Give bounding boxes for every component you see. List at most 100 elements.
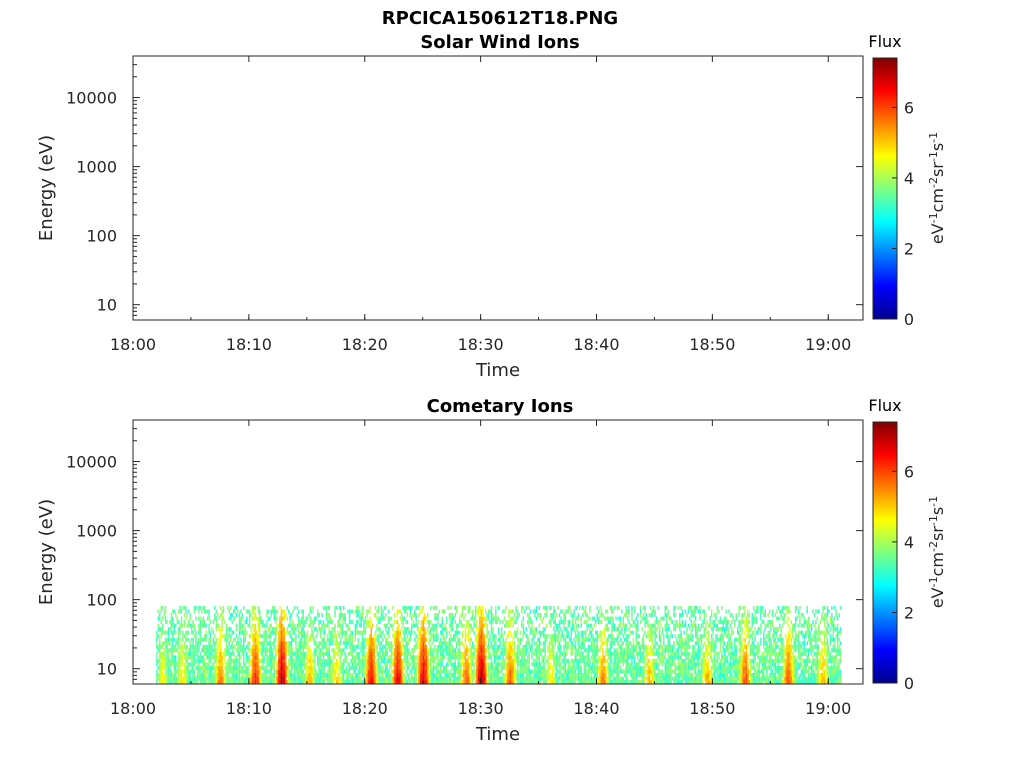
- flux-cell: [442, 651, 445, 656]
- flux-cell: [563, 648, 565, 653]
- flux-cell: [267, 609, 270, 614]
- flux-cell: [486, 665, 488, 670]
- flux-cell: [610, 623, 613, 628]
- flux-cell: [344, 637, 346, 642]
- flux-cell: [177, 609, 180, 614]
- flux-cell: [400, 620, 403, 625]
- flux-cell: [183, 655, 186, 660]
- flux-cell: [612, 634, 614, 639]
- flux-cell: [548, 673, 551, 678]
- flux-cell: [303, 620, 306, 625]
- flux-cell: [201, 676, 203, 681]
- flux-cell: [579, 673, 581, 678]
- flux-cell: [570, 669, 572, 674]
- flux-cell: [412, 658, 414, 663]
- flux-cell: [261, 662, 264, 667]
- flux-cell: [253, 676, 255, 681]
- flux-cell: [493, 658, 496, 663]
- flux-cell: [440, 641, 442, 646]
- flux-cell: [351, 673, 354, 678]
- flux-cell: [400, 676, 403, 681]
- flux-cell: [506, 665, 509, 670]
- flux-cell: [592, 627, 594, 632]
- flux-cell: [432, 669, 435, 674]
- flux-cell: [214, 641, 216, 646]
- flux-cell: [175, 648, 177, 653]
- flux-cell: [302, 609, 304, 614]
- flux-cell: [490, 616, 493, 621]
- flux-cell: [451, 665, 454, 670]
- flux-cell: [370, 634, 372, 639]
- flux-cell: [280, 613, 283, 618]
- flux-cell: [615, 627, 617, 632]
- flux-cell: [511, 648, 513, 653]
- flux-cell: [199, 680, 202, 684]
- flux-cell: [219, 644, 222, 649]
- flux-cell: [461, 630, 464, 635]
- flux-cell: [301, 676, 303, 681]
- flux-cell: [358, 665, 361, 670]
- flux-cell: [170, 651, 173, 656]
- flux-cell: [292, 620, 294, 625]
- flux-cell: [315, 616, 317, 621]
- flux-cell: [458, 648, 461, 653]
- flux-cell: [253, 662, 255, 667]
- flux-cell: [589, 616, 591, 621]
- flux-cell: [261, 620, 264, 625]
- flux-cell: [405, 630, 407, 635]
- flux-cell: [580, 665, 583, 670]
- flux-cell: [422, 651, 425, 656]
- flux-cell: [253, 658, 255, 663]
- flux-cell: [568, 605, 571, 610]
- flux-cell: [315, 641, 317, 646]
- flux-cell: [453, 676, 455, 681]
- flux-cell: [437, 651, 439, 656]
- flux-cell: [221, 658, 223, 663]
- flux-cell: [400, 662, 403, 667]
- flux-cell: [208, 609, 210, 614]
- flux-cell: [193, 648, 196, 653]
- flux-cell: [529, 676, 532, 681]
- flux-cell: [412, 648, 414, 653]
- flux-cell: [302, 616, 304, 621]
- flux-cell: [632, 620, 635, 625]
- flux-cell: [526, 673, 529, 678]
- flux-cell: [199, 620, 202, 625]
- flux-cell: [324, 662, 326, 667]
- flux-cell: [358, 651, 361, 656]
- flux-cell: [221, 620, 223, 625]
- flux-cell: [232, 658, 235, 663]
- flux-cell: [431, 658, 433, 663]
- flux-cell: [350, 641, 352, 646]
- flux-cell: [357, 630, 359, 635]
- flux-cell: [322, 680, 325, 684]
- flux-cell: [493, 648, 496, 653]
- flux-cell: [266, 634, 268, 639]
- flux-cell: [563, 637, 565, 642]
- flux-cell: [492, 613, 494, 618]
- flux-cell: [241, 680, 244, 684]
- flux-cell: [227, 605, 229, 610]
- flux-cell: [356, 662, 358, 667]
- flux-cell: [334, 676, 336, 681]
- flux-cell: [230, 616, 232, 621]
- flux-cell: [301, 609, 303, 614]
- flux-cell: [180, 676, 183, 681]
- flux-cell: [589, 644, 591, 649]
- flux-cell: [203, 620, 206, 625]
- flux-cell: [489, 680, 491, 684]
- flux-cell: [431, 680, 433, 684]
- flux-cell: [440, 637, 442, 642]
- flux-cell: [413, 623, 416, 628]
- flux-cell: [340, 641, 342, 646]
- flux-cell: [495, 613, 497, 618]
- flux-cell: [628, 648, 630, 653]
- flux-cell: [248, 648, 251, 653]
- flux-cell: [451, 673, 454, 678]
- flux-cell: [238, 620, 241, 625]
- plot-area-cometary: [133, 420, 863, 684]
- flux-cell: [480, 630, 483, 635]
- flux-cell: [511, 662, 513, 667]
- flux-cell: [577, 648, 580, 653]
- flux-cell: [476, 609, 478, 614]
